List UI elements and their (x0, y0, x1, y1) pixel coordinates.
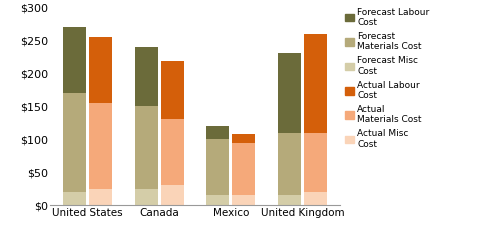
Bar (278, 195, 301, 205)
Bar (160, 119, 184, 185)
Bar (304, 34, 327, 133)
Bar (135, 189, 158, 205)
Bar (304, 192, 327, 205)
Bar (89, 37, 112, 103)
Bar (160, 61, 184, 119)
Bar (206, 126, 230, 139)
Bar (278, 53, 301, 133)
Bar (278, 133, 301, 195)
Legend: Forecast Labour
Cost, Forecast
Materials Cost, Forecast Misc
Cost, Actual Labour: Forecast Labour Cost, Forecast Materials… (344, 8, 430, 149)
Bar (232, 195, 255, 205)
Bar (304, 133, 327, 192)
Bar (206, 139, 230, 195)
Bar (63, 93, 86, 192)
Bar (89, 189, 112, 205)
Bar (232, 143, 255, 195)
Bar (135, 106, 158, 189)
Bar (206, 195, 230, 205)
Bar (160, 185, 184, 205)
Bar (63, 27, 86, 93)
Bar (232, 134, 255, 143)
Bar (89, 103, 112, 189)
Bar (135, 47, 158, 106)
Bar (63, 192, 86, 205)
